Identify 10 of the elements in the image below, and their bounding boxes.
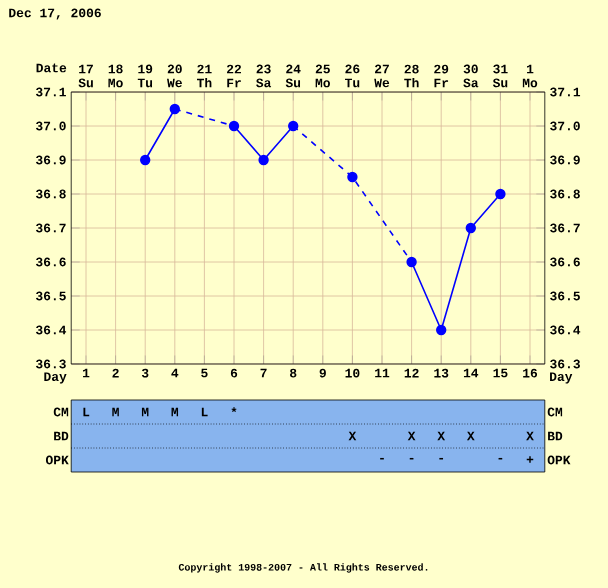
point <box>465 222 476 234</box>
point <box>258 154 269 166</box>
point <box>406 256 417 268</box>
point <box>228 120 240 132</box>
point <box>288 120 299 132</box>
point <box>495 188 506 200</box>
point <box>140 154 151 166</box>
point <box>169 103 180 115</box>
point <box>347 171 358 183</box>
point <box>436 324 447 336</box>
